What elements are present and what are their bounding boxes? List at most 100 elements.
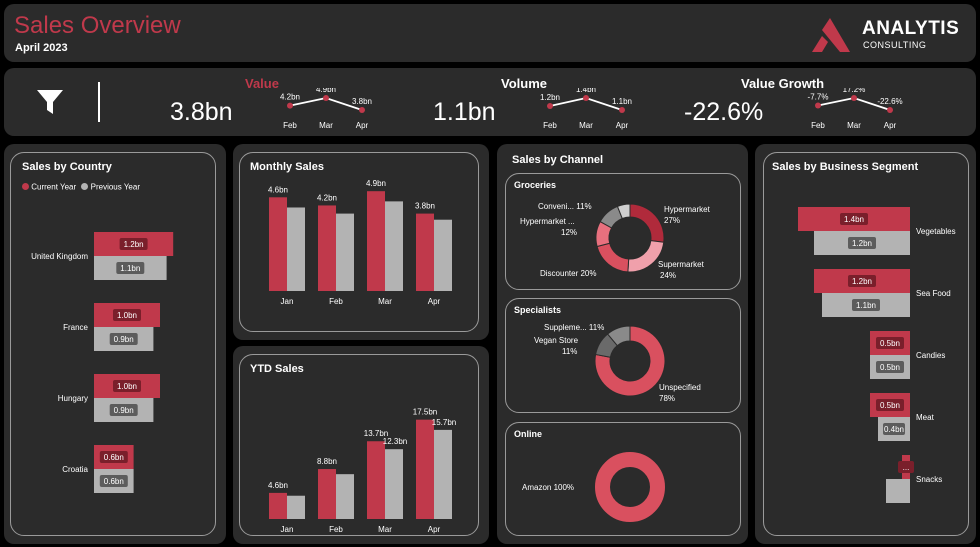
- ytd-value-label: 13.7bn: [364, 429, 388, 438]
- segment-tag-previous: [848, 237, 876, 249]
- segment-tag-current: [898, 461, 914, 473]
- kpi-value-label: Value: [245, 76, 279, 91]
- legend-dot-previous: [81, 183, 89, 191]
- monthly-bar-current: [269, 197, 287, 291]
- segment-value-previous: 0.5bn: [880, 363, 900, 372]
- online-slice: [595, 452, 665, 522]
- country-panel: Sales by Country Current Year Previous Y…: [4, 144, 226, 544]
- kpi-value-amount: 3.8bn: [170, 98, 233, 126]
- monthly-value-label: 3.8bn: [415, 202, 435, 211]
- ytd-bar-previous: [434, 429, 452, 519]
- page-title: Sales Overview: [14, 12, 181, 39]
- country-tag-previous: [109, 333, 138, 345]
- value-sparkline-point: [287, 102, 293, 109]
- legend-current: Current Year: [31, 182, 77, 192]
- segment-tag-current: [876, 337, 904, 349]
- segment-title: Sales by Business Segment: [772, 161, 919, 173]
- kpi-divider: [98, 82, 100, 122]
- country-tag-current: [119, 238, 148, 250]
- segment-category-label: Candies: [916, 351, 945, 360]
- segment-tag-current: [840, 213, 868, 225]
- label-hypermarket-small-pct: 12%: [561, 228, 577, 237]
- kpi-volume-amount: 1.1bn: [433, 98, 496, 126]
- label-supermarket: Supermarket: [658, 260, 705, 269]
- groceries-slice: [629, 203, 665, 243]
- country-value-previous: 0.9bn: [114, 335, 134, 344]
- volume-sparkline-month: Mar: [579, 121, 593, 130]
- groceries-slice: [596, 242, 630, 273]
- segment-card: Sales by Business Segment 1.4bn 1.2bn Vege…: [763, 152, 969, 536]
- segment-tag-previous: [852, 299, 880, 311]
- label-amazon: Amazon 100%: [522, 483, 574, 492]
- country-value-previous: 0.6bn: [104, 477, 124, 486]
- label-hypermarket-small: Hypermarket ...: [520, 217, 575, 226]
- kpi-growth-amount: -22.6%: [684, 98, 764, 126]
- monthly-month-label: Apr: [428, 297, 441, 306]
- volume-sparkline-value: 1.4bn: [576, 88, 596, 94]
- country-category-label: Croatia: [62, 465, 88, 474]
- country-tag-current: [113, 380, 141, 392]
- country-value-current: 0.6bn: [104, 453, 124, 462]
- segment-category-label: Meat: [916, 413, 935, 422]
- volume-sparkline-month: Feb: [543, 121, 557, 130]
- segment-bar-previous: [886, 479, 910, 503]
- page-subtitle: April 2023: [15, 42, 68, 54]
- country-value-previous: 1.1bn: [120, 264, 140, 273]
- value-sparkline-value: 4.9bn: [316, 88, 336, 94]
- monthly-panel: Monthly Sales 4.6bn Jan 4.2bn Feb 4.9bn Mar 3.…: [233, 144, 489, 340]
- monthly-month-label: Feb: [329, 297, 343, 306]
- monthly-value-label: 4.6bn: [268, 185, 288, 194]
- ytd-month-label: Mar: [378, 525, 392, 534]
- segment-tag-current: [876, 399, 904, 411]
- legend-dot-current: [22, 183, 29, 191]
- growth-sparkline-month: Apr: [884, 121, 897, 130]
- label-supermarket-pct: 24%: [660, 271, 676, 280]
- growth-sparkline-value: -7.7%: [808, 93, 829, 102]
- logo-mark-icon: [812, 18, 850, 52]
- growth-sparkline-point: [887, 107, 893, 113]
- online-donut: Amazon 100%: [522, 452, 665, 522]
- kpi-growth-sparkline: -7.7% Feb 17.2% Mar -22.6% Apr: [808, 88, 903, 130]
- online-card: Online Amazon 100%: [505, 422, 741, 536]
- value-sparkline-point: [323, 95, 329, 101]
- segment-value-current: ...: [903, 463, 910, 472]
- monthly-month-label: Jan: [281, 297, 294, 306]
- volume-sparkline-point: [619, 107, 625, 113]
- country-value-current: 1.0bn: [117, 311, 137, 320]
- kpi-bar: Value 3.8bn 4.2bn Feb 4.9bn Mar 3.8bn Apr Vol…: [4, 68, 976, 136]
- segment-chart: 1.4bn 1.2bn Vegetables 1.2bn 1.1bn Sea Food 0.…: [798, 207, 956, 503]
- online-title: Online: [514, 429, 543, 439]
- groceries-card: Groceries Conveni... 11% Hypermarket ...…: [505, 173, 741, 290]
- segment-value-current: 1.4bn: [844, 215, 864, 224]
- ytd-bar-current: [367, 441, 385, 519]
- country-chart: 1.2bn 1.1bn United Kingdom 1.0bn 0.9bn France…: [31, 232, 174, 493]
- label-hypermarket-pct: 27%: [664, 216, 680, 225]
- value-sparkline-month: Apr: [356, 121, 369, 130]
- channel-title: Sales by Channel: [512, 154, 604, 166]
- monthly-chart: 4.6bn Jan 4.2bn Feb 4.9bn Mar 3.8bn Apr: [268, 179, 452, 306]
- filter-icon[interactable]: [36, 89, 64, 115]
- growth-sparkline-value: 17.2%: [843, 88, 866, 94]
- monthly-bar-current: [318, 205, 336, 291]
- specialists-card: Specialists Suppleme... 11% Vegan Store …: [505, 298, 741, 413]
- kpi-growth-label: Value Growth: [741, 76, 825, 91]
- groceries-donut: Conveni... 11% Hypermarket ... 12% Hyper…: [520, 202, 711, 280]
- ytd-bar-previous: [336, 474, 354, 519]
- country-tag-current: [99, 451, 128, 463]
- ytd-panel: YTD Sales 4.6bn Jan 8.8bn Feb 13.7bn 12.3bn Ma…: [233, 346, 489, 544]
- ytd-value-label: 8.8bn: [317, 457, 337, 466]
- ytd-value-label: 4.6bn: [268, 481, 288, 490]
- segment-category-label: Snacks: [916, 475, 942, 484]
- monthly-bar-previous: [385, 201, 403, 291]
- country-tag-previous: [99, 475, 128, 487]
- monthly-bar-previous: [287, 207, 305, 291]
- monthly-month-label: Mar: [378, 297, 392, 306]
- segment-category-label: Sea Food: [916, 289, 951, 298]
- ytd-bar-previous: [385, 449, 403, 519]
- label-conveni: Conveni... 11%: [538, 202, 592, 211]
- specialists-title: Specialists: [514, 305, 562, 315]
- segment-panel: Sales by Business Segment 1.4bn 1.2bn Vege…: [755, 144, 976, 544]
- monthly-title: Monthly Sales: [250, 161, 324, 173]
- volume-sparkline-point: [547, 103, 553, 109]
